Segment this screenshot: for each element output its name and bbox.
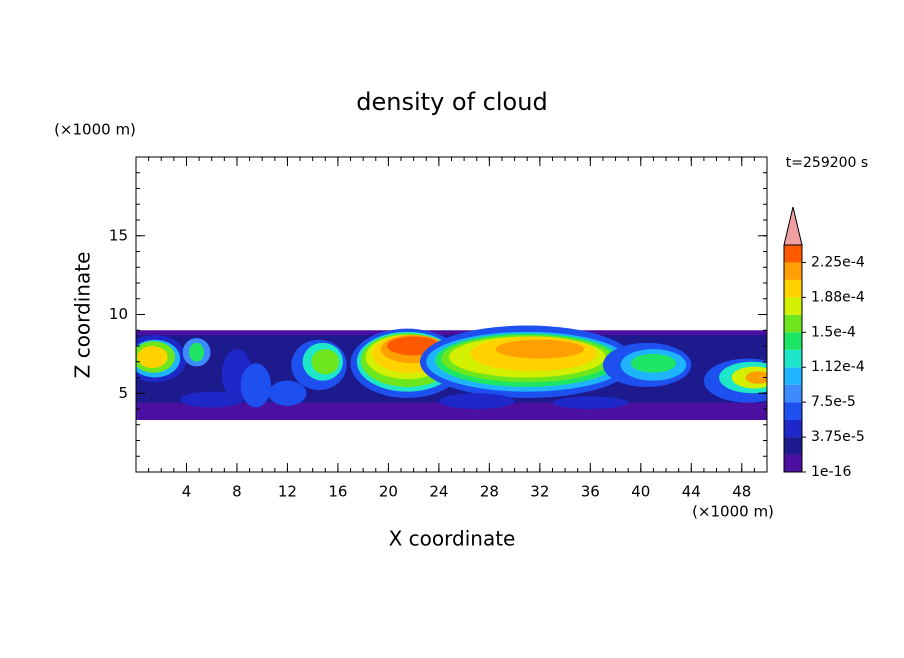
contour-fill [180,391,244,408]
x-tick-label: 28 [480,483,499,501]
colorbar-band [784,314,802,333]
contour-fill [240,363,272,408]
x-tick-label: 32 [530,483,549,501]
contour-fill [552,396,629,410]
colorbar-band [784,297,802,315]
x-tick-label: 12 [278,483,297,501]
contour-fill [268,380,307,406]
contour-field [136,325,767,421]
colorbar-tick-label: 1.5e-4 [811,324,856,340]
colorbar-band [784,262,802,280]
y-tick-label: 15 [109,226,128,244]
contour-fill [495,339,585,359]
x-tick-label: 48 [732,483,751,501]
y-tick-label: 10 [109,305,128,323]
colorbar-band [784,419,802,438]
colorbar-frame [783,244,803,473]
colorbar-tick-label: 7.5e-5 [811,394,856,410]
x-unit: (×1000 m) [692,503,774,521]
x-tick-label: 44 [682,483,701,501]
y-unit: (×1000 m) [54,121,136,139]
x-axis-label: X coordinate [389,527,516,551]
x-tick-label: 36 [581,483,600,501]
annotation: t=259200 s [786,155,868,171]
colorbar-band [784,367,802,385]
colorbar-tick-label: 3.75e-5 [811,429,865,445]
colorbar-band [784,454,802,472]
x-tick-label: 4 [182,483,192,501]
contour-fill [438,393,515,409]
colorbar-band [784,437,802,455]
chart-title: density of cloud [356,88,547,116]
contour-fill [311,349,340,375]
colorbar-band [784,402,802,420]
contour-fill [745,371,767,384]
colorbar-band [784,332,802,350]
x-tick-label: 20 [379,483,398,501]
colorbar-tick-label: 1.88e-4 [811,289,865,305]
colorbar-tick-label: 1e-16 [811,464,851,480]
colorbar-band [784,279,802,298]
contour-fill [189,342,205,362]
y-tick-label: 5 [118,384,128,402]
x-tick-label: 24 [429,483,448,501]
x-tick-label: 8 [232,483,242,501]
x-tick-label: 16 [328,483,347,501]
colorbar-band [784,245,802,263]
colorbar-tick-label: 1.12e-4 [811,359,865,375]
colorbar-band [784,384,802,403]
contour-fill [137,346,168,369]
colorbar-tick-label: 2.25e-4 [811,254,865,270]
x-tick-label: 40 [631,483,650,501]
y-axis-label: Z coordinate [71,252,95,379]
colorbar-band [784,349,802,368]
contour-fill [630,353,677,373]
